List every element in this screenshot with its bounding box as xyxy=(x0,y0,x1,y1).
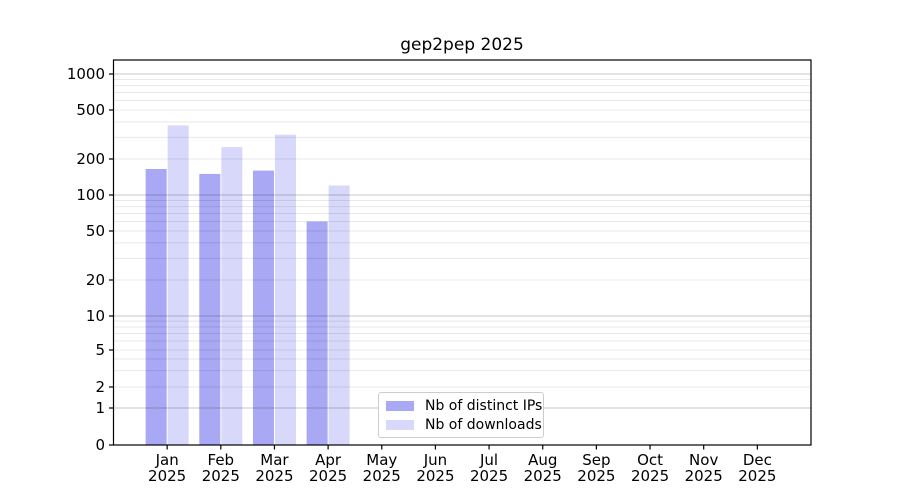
y-tick-label: 20 xyxy=(85,271,105,289)
x-tick-month: Mar xyxy=(260,451,289,469)
x-tick-year: 2025 xyxy=(148,467,187,485)
x-tick-month: Aug xyxy=(528,451,558,469)
y-tick-label: 50 xyxy=(85,222,105,240)
x-tick-label: Jul 2025 xyxy=(449,452,529,484)
bar-downloads-mar xyxy=(274,134,296,446)
x-tick-label: Sep 2025 xyxy=(556,452,636,484)
x-tick-label: Mar 2025 xyxy=(234,452,314,484)
x-tick-month: Jan xyxy=(155,451,179,469)
x-tick-label: Dec 2025 xyxy=(717,452,797,484)
x-tick-year: 2025 xyxy=(255,467,294,485)
x-tick-year: 2025 xyxy=(201,467,240,485)
y-tick-label: 1000 xyxy=(66,65,105,83)
legend-swatch-distinct-ips xyxy=(386,400,414,411)
legend-swatch-downloads xyxy=(386,419,414,430)
x-tick-label: Nov 2025 xyxy=(664,452,744,484)
x-tick-label: Aug 2025 xyxy=(503,452,583,484)
x-tick-label: Feb 2025 xyxy=(181,452,261,484)
x-tick-month: Dec xyxy=(742,451,772,469)
bar-distinct-ips-jan xyxy=(145,168,167,446)
x-tick-year: 2025 xyxy=(309,467,348,485)
x-tick-month: May xyxy=(366,451,398,469)
legend-item-distinct-ips: Nb of distinct IPs xyxy=(386,398,543,414)
x-tick-label: Jan 2025 xyxy=(127,452,207,484)
x-tick-year: 2025 xyxy=(469,467,509,485)
x-tick-year: 2025 xyxy=(523,467,562,485)
y-tick-label: 10 xyxy=(85,307,105,325)
y-tick-label: 2 xyxy=(95,378,105,396)
bar-downloads-apr xyxy=(328,185,350,445)
x-tick-year: 2025 xyxy=(362,467,401,485)
x-tick-month: Sep xyxy=(582,451,611,469)
bar-distinct-ips-feb xyxy=(199,173,221,445)
y-tick-label: 1 xyxy=(95,399,105,417)
x-tick-year: 2025 xyxy=(416,467,455,485)
bar-downloads-feb xyxy=(221,147,243,445)
x-tick-label: May 2025 xyxy=(342,452,422,484)
x-tick-year: 2025 xyxy=(577,467,616,485)
y-tick-label: 200 xyxy=(76,150,105,168)
legend-label-distinct-ips: Nb of distinct IPs xyxy=(425,397,543,414)
x-tick-month: Jun xyxy=(423,451,448,469)
chart-title: gep2pep 2025 xyxy=(400,35,524,55)
x-tick-year: 2025 xyxy=(684,467,723,485)
x-tick-month: Feb xyxy=(207,451,235,469)
x-tick-label: Oct 2025 xyxy=(610,452,690,484)
legend-item-downloads: Nb of downloads xyxy=(386,417,543,433)
x-tick-year: 2025 xyxy=(630,467,670,485)
x-tick-label: Jun 2025 xyxy=(395,452,475,484)
x-tick-month: Oct xyxy=(637,451,663,469)
bar-downloads-jan xyxy=(167,125,189,446)
x-tick-year: 2025 xyxy=(738,467,777,485)
x-tick-month: Jul xyxy=(480,451,499,469)
x-tick-month: Nov xyxy=(689,451,719,469)
x-tick-month: Apr xyxy=(315,451,342,469)
y-tick-label: 5 xyxy=(95,341,105,359)
y-tick-label: 0 xyxy=(95,436,105,454)
legend: Nb of distinct IPs Nb of downloads xyxy=(378,392,544,438)
y-tick-label: 100 xyxy=(76,186,105,204)
axes-frame xyxy=(112,59,812,446)
legend-label-downloads: Nb of downloads xyxy=(425,416,542,433)
y-tick-label: 500 xyxy=(76,101,105,119)
x-tick-label: Apr 2025 xyxy=(288,452,368,484)
bar-distinct-ips-apr xyxy=(306,221,328,445)
bar-distinct-ips-mar xyxy=(252,170,274,445)
